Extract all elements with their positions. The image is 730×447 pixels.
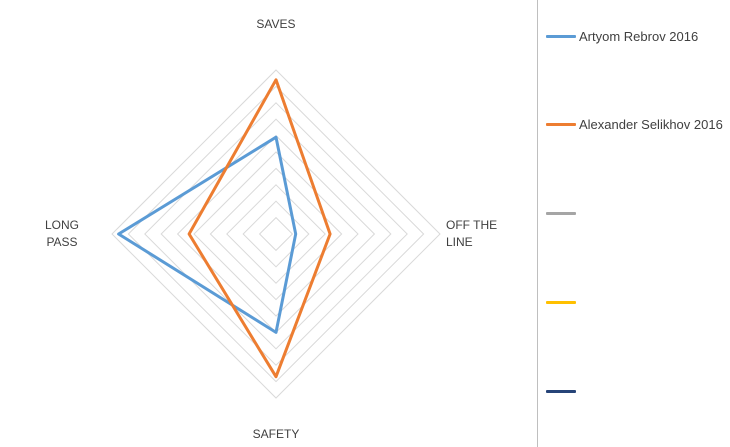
grid-ring-4 — [209, 167, 343, 301]
axis-label-line: SAVES — [256, 17, 295, 31]
series-line-2 — [187, 78, 332, 379]
legend-swatch-series-5 — [546, 390, 576, 393]
grid-ring-5 — [193, 151, 359, 317]
legend-label-series-1: Artyom Rebrov 2016 — [579, 29, 699, 44]
legend-swatch-series-2 — [546, 123, 576, 126]
axis-label-line: LINE — [446, 235, 473, 249]
axis-label-safety: SAFETY — [253, 427, 300, 441]
legend-divider — [537, 0, 538, 447]
legend-swatch-series-3 — [546, 212, 576, 215]
axis-label-line: PASS — [46, 235, 77, 249]
grid-ring-2 — [242, 200, 310, 268]
axis-label-line: LONG — [45, 218, 79, 232]
axis-label-off-the-line: OFF THE LINE — [446, 218, 497, 249]
grid-ring-10 — [111, 69, 441, 399]
radar-plot-area: SAVES OFF THE LINE SAFETY LONG PASS — [45, 17, 497, 441]
grid-ring-7 — [160, 118, 392, 350]
legend-swatch-series-1 — [546, 35, 576, 38]
chart-legend: Artyom Rebrov 2016 Alexander Selikhov 20… — [538, 0, 730, 447]
axis-label-line: SAFETY — [253, 427, 300, 441]
grid-ring-9 — [127, 85, 425, 383]
legend-label-series-2: Alexander Selikhov 2016 — [579, 117, 723, 132]
grid-ring-3 — [226, 184, 326, 284]
grid-ring-6 — [176, 134, 376, 334]
axis-label-saves: SAVES — [256, 17, 295, 31]
grid-ring-1 — [258, 216, 294, 252]
series-line-1 — [117, 135, 298, 334]
axis-label-line: OFF THE — [446, 218, 497, 232]
legend-swatch-series-4 — [546, 301, 576, 304]
axis-label-long-pass: LONG PASS — [45, 218, 79, 249]
